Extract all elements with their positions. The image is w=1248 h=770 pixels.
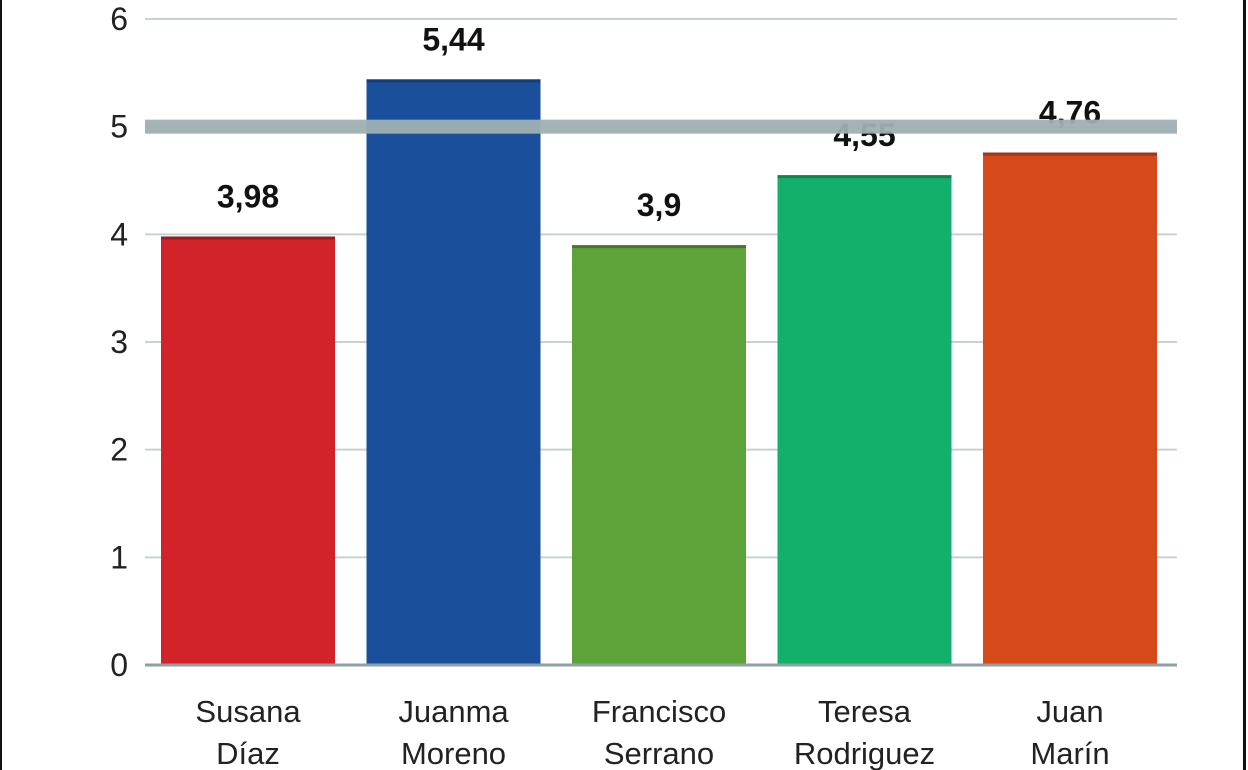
y-tick-label: 5 [110, 109, 128, 145]
y-tick-label: 6 [110, 1, 128, 37]
category-label: Moreno [401, 736, 506, 770]
value-label: 5,44 [422, 21, 484, 57]
bar [983, 152, 1157, 666]
bar [161, 236, 335, 665]
bar-top-edge [572, 245, 746, 249]
right-border [1243, 0, 1246, 770]
category-label: Serrano [604, 736, 714, 770]
value-label: 3,9 [637, 187, 681, 223]
bar-top-edge [983, 152, 1157, 156]
category-label: Francisco [592, 694, 726, 729]
category-label: Susana [195, 694, 301, 729]
value-label: 3,98 [217, 178, 279, 214]
category-label: Díaz [216, 736, 280, 770]
bar-top-edge [366, 79, 541, 83]
category-label: Rodriguez [794, 736, 935, 770]
y-tick-label: 0 [110, 647, 128, 683]
bar-top-edge [161, 236, 335, 240]
category-label: Marín [1030, 736, 1109, 770]
category-label: Teresa [818, 694, 912, 729]
y-tick-label: 2 [110, 432, 128, 468]
y-tick-label: 1 [110, 539, 128, 575]
bar [572, 245, 746, 665]
category-label: Juan [1036, 694, 1103, 729]
y-tick-label: 4 [110, 216, 128, 252]
reference-line [145, 119, 1177, 134]
y-tick-label: 3 [110, 324, 128, 360]
bar [777, 175, 952, 665]
bar-top-edge [777, 175, 952, 179]
left-border [0, 0, 2, 770]
category-label: Juanma [398, 694, 509, 729]
bar [366, 79, 541, 665]
